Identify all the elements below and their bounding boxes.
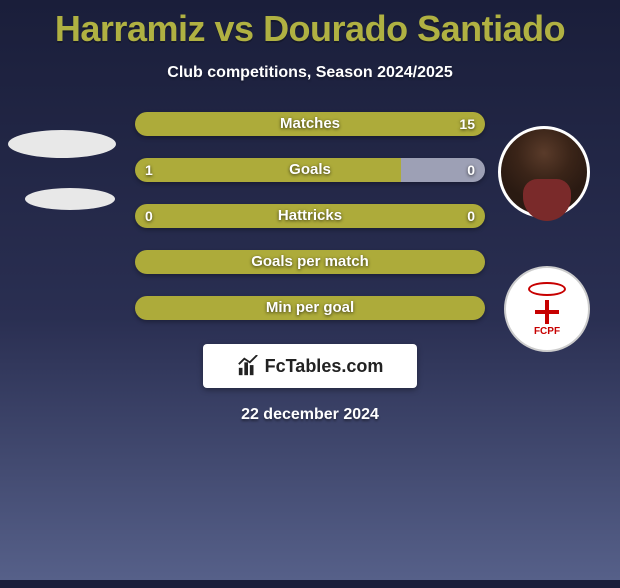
stat-value-right: 0: [467, 158, 475, 182]
badge-cross-icon: [535, 300, 559, 324]
stats-container: Matches15Goals10Hattricks00Goals per mat…: [135, 112, 485, 320]
page-title: Harramiz vs Dourado Santiado: [0, 8, 620, 50]
stat-value-right: 0: [467, 204, 475, 228]
stat-label: Goals per match: [135, 250, 485, 274]
stat-label: Matches: [135, 112, 485, 136]
stat-label: Hattricks: [135, 204, 485, 228]
stat-bar: Goals per match: [135, 250, 485, 274]
player2-avatar: [498, 126, 590, 218]
badge-rings-icon: [528, 282, 566, 296]
fctables-logo[interactable]: FcTables.com: [203, 344, 417, 388]
player1-avatar-shape-2: [25, 188, 115, 210]
player1-avatar-shape-1: [8, 130, 116, 158]
stat-bar: Min per goal: [135, 296, 485, 320]
date-label: 22 december 2024: [0, 406, 620, 424]
badge-initials: FCPF: [534, 326, 560, 337]
stat-label: Goals: [135, 158, 485, 182]
player2-club-badge: FCPF: [504, 266, 590, 352]
stat-value-left: 0: [145, 204, 153, 228]
stat-bar: Goals1 0: [135, 158, 485, 182]
subtitle: Club competitions, Season 2024/2025: [0, 64, 620, 82]
stat-value-right: 15: [459, 112, 475, 136]
bar-chart-icon: [237, 355, 259, 377]
title-player1: Harramiz: [55, 8, 205, 49]
logo-text: FcTables.com: [265, 356, 384, 377]
stat-value-left: 1: [145, 158, 153, 182]
stat-label: Min per goal: [135, 296, 485, 320]
title-vs: vs: [215, 8, 254, 49]
stat-bar: Hattricks0 0: [135, 204, 485, 228]
stat-bar: Matches15: [135, 112, 485, 136]
title-player2: Dourado Santiado: [263, 8, 565, 49]
